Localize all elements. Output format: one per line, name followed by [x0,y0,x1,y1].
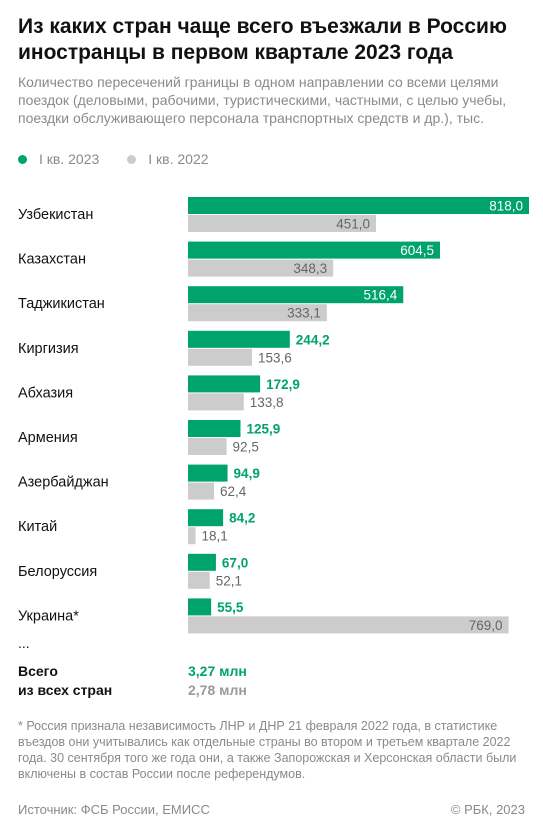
total-2023-value: 3,27 млн [188,663,247,679]
footnote: * Россия признала независимость ЛНР и ДН… [18,719,517,781]
data-label-2022: 333,1 [287,306,321,321]
legend-label-2022: I кв. 2022 [148,151,209,167]
data-label-2022: 62,4 [220,484,247,499]
legend-dot-2022-icon [127,154,137,164]
bar-2022 [188,571,210,589]
data-label-2023: 55,5 [217,600,244,615]
bar-2022 [188,482,215,500]
data-label-2023: 244,2 [296,332,330,347]
data-label-2023: 94,9 [234,466,260,481]
data-label-2023: 516,4 [363,288,397,303]
bar-2022 [188,259,334,277]
category-label: Азербайджан [18,475,109,491]
data-label-2022: 451,0 [336,217,370,232]
bar-2023 [188,420,241,437]
legend-dot-2023-icon [18,154,27,164]
chart-title: Из каких стран чаще всего въезжали в Рос… [18,15,507,64]
more-countries-ellipsis: ... [18,635,30,651]
bar-2023 [188,330,290,348]
copyright-text: © РБК, 2023 [450,802,525,817]
data-label-2023: 84,2 [229,511,255,526]
footer: Источник: ФСБ России, ЕМИСС © РБК, 2023 [18,801,525,819]
legend: I кв. 2023 I кв. 2022 [18,150,237,168]
category-label: Украина* [18,608,79,624]
legend-item-2022: I кв. 2022 [127,150,209,168]
data-label-2022: 348,3 [293,261,327,276]
bar-2022 [188,215,377,232]
data-label-2022: 92,5 [233,440,259,455]
data-label-2022: 133,8 [250,395,284,410]
data-label-2022: 769,0 [469,618,503,633]
bar-2023 [188,286,404,304]
category-label: Белоруссия [18,564,97,580]
category-label: Киргизия [18,341,79,357]
bar-2023 [188,375,261,393]
bar-2023 [188,197,529,214]
data-label-2022: 52,1 [216,573,242,588]
bar-2022 [188,438,227,455]
total-2022-value: 2,78 млн [188,682,247,698]
category-label: Казахстан [18,252,86,268]
legend-label-2023: I кв. 2023 [39,151,100,167]
category-label: Узбекистан [18,207,93,223]
data-label-2023: 67,0 [222,555,248,570]
bar-2023 [188,509,224,527]
bar-2023 [188,598,212,616]
bar-2023 [188,553,216,571]
source-text: Источник: ФСБ России, ЕМИСС [18,802,210,817]
totals-label: Всего из всех стран [18,663,113,698]
category-label: Армения [18,430,78,446]
bar-2022 [188,304,327,322]
chart-subtitle: Количество пересечений границы в одном н… [18,74,507,126]
category-label: Абхазия [18,385,73,401]
data-label-2023: 818,0 [489,199,523,214]
data-label-2023: 172,9 [266,377,300,392]
data-label-2023: 125,9 [246,422,280,437]
data-label-2023: 604,5 [400,243,434,258]
bar-2023 [188,241,440,259]
category-label: Таджикистан [18,296,105,312]
data-label-2022: 153,6 [258,350,292,365]
bar-2022 [188,616,509,634]
bar-2022 [188,348,253,366]
bar-2022 [188,527,196,545]
bar-2023 [188,464,228,482]
legend-item-2023: I кв. 2023 [18,150,99,168]
bar-2022 [188,393,244,411]
category-label: Китай [18,519,57,535]
data-label-2022: 18,1 [202,529,228,544]
